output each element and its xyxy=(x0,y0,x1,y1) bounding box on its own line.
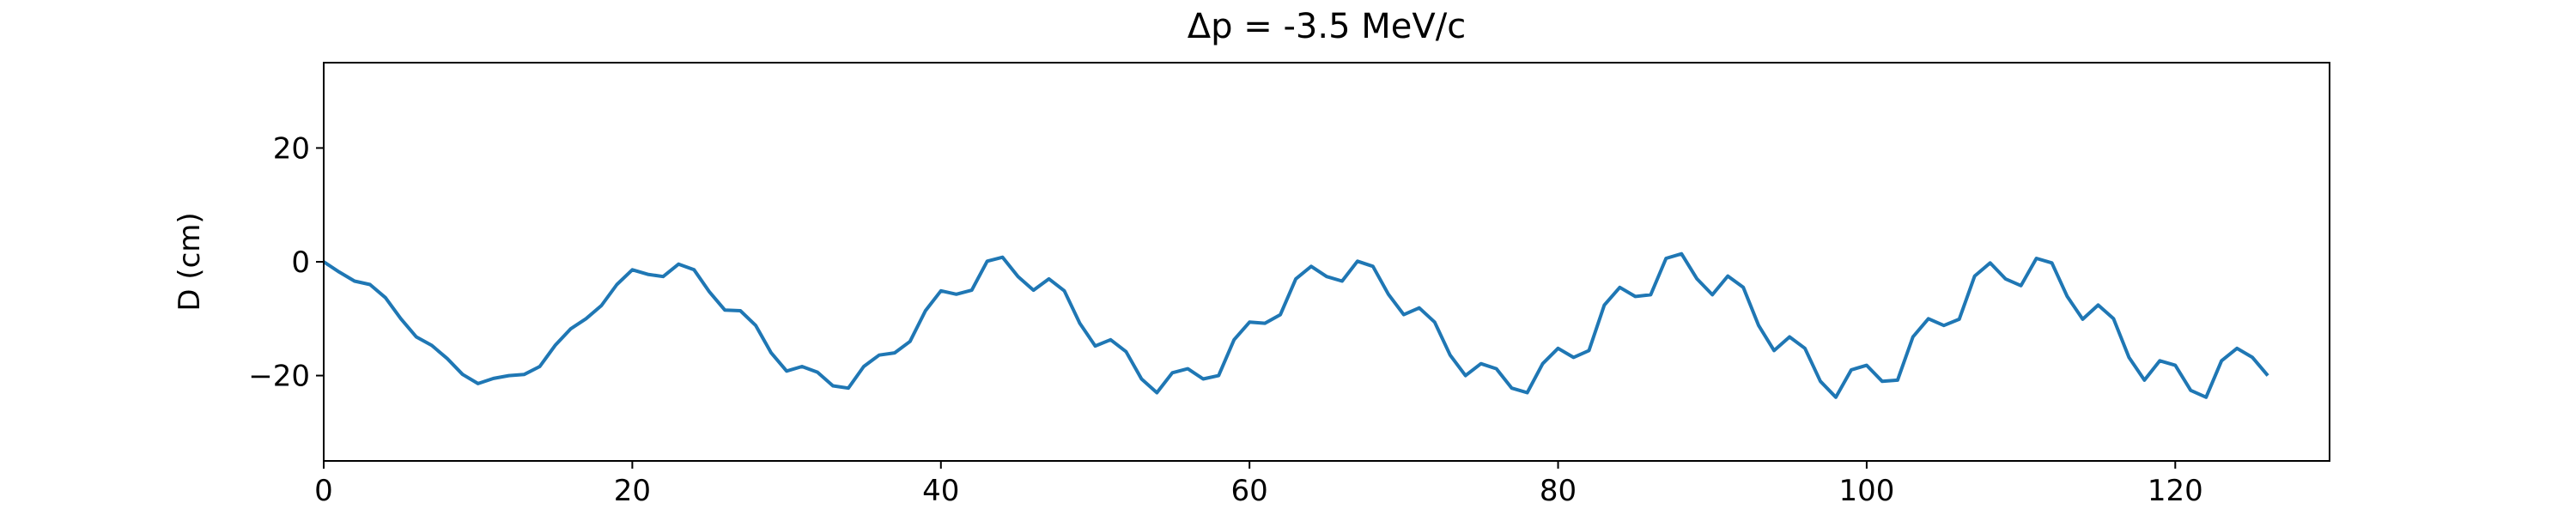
y-tick-label: 0 xyxy=(291,245,310,280)
y-tick-label: −20 xyxy=(248,360,310,394)
y-tick-label: 20 xyxy=(273,131,310,166)
x-tick-label: 120 xyxy=(2148,474,2203,508)
x-tick-label: 60 xyxy=(1231,474,1268,508)
x-tick-label: 80 xyxy=(1540,474,1577,508)
chart-title: Δp = -3.5 MeV/c xyxy=(1188,7,1466,46)
x-tick-label: 20 xyxy=(614,474,651,508)
plot-frame xyxy=(323,62,2330,462)
y-axis-label: D (cm) xyxy=(173,212,207,311)
data-line xyxy=(322,251,2269,399)
x-tick-label: 100 xyxy=(1838,474,1894,508)
x-tick-label: 40 xyxy=(922,474,959,508)
x-tick-label: 0 xyxy=(314,474,333,508)
